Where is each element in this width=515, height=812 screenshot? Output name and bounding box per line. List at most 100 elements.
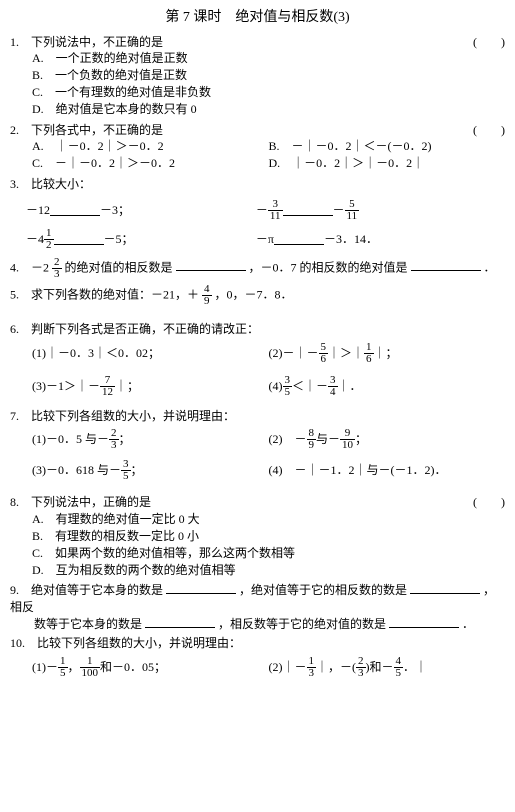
question-6: 6. 判断下列各式是否正确，不正确的请改正： (1)｜－0．3｜＜0．02； (…	[10, 321, 505, 398]
question-5: 5. 求下列各数的绝对值：－21，＋ 49 ，0，－7．8．	[10, 284, 505, 307]
frac-4-5: 45	[394, 656, 404, 679]
q2-opt-c: C. －｜－0．2｜＞－0．2	[32, 155, 269, 172]
q7-s1r: ；	[119, 431, 131, 448]
q8-opt-c: C. 如果两个数的绝对值相等，那么这两个数相等	[10, 545, 505, 562]
q8-opt-b: B. 有理数的相反数一定比 0 小	[10, 528, 505, 545]
question-4: 4. －2 23 的绝对值的相反数是 ，－0．7 的相反数的绝对值是 ．	[10, 257, 505, 280]
q7-s4: (4) －｜－1．2｜与－(－1．2)．	[269, 459, 506, 482]
q1-stem: 1. 下列说法中，不正确的是	[10, 34, 163, 51]
q3-r2a-r: －5；	[104, 231, 134, 248]
frac-8-9: 89	[307, 428, 317, 451]
page-title: 第 7 课时 绝对值与相反数(3)	[10, 8, 505, 28]
q4-p4: ．	[484, 260, 496, 274]
q7-stem: 7. 比较下列各组数的大小，并说明理由：	[10, 408, 505, 425]
question-2: 2. 下列各式中，不正确的是 ( ) A. ｜－0．2｜＞－0．2 B. －｜－…	[10, 122, 505, 172]
q1-opt-a: A. 一个正数的绝对值是正数	[10, 50, 505, 67]
q3-r2b-r: －3．14．	[324, 231, 378, 248]
q10-s2r: ．｜	[403, 659, 427, 676]
q7-s3l: (3)－0．618 与－	[32, 462, 121, 479]
q7-s2m: 与－	[316, 431, 340, 448]
blank	[50, 204, 100, 216]
q3-r2b-l: －π	[256, 231, 274, 248]
q10-s2l: (2)｜－	[269, 659, 307, 676]
q7-s2r: ；	[355, 431, 367, 448]
q1-opt-c: C. 一个有理数的绝对值是非负数	[10, 84, 505, 101]
frac-2-3b: 23	[109, 428, 119, 451]
q6-s4m: ＜｜－	[292, 378, 328, 395]
q3-r1b-l: －	[256, 202, 268, 219]
frac-3-11: 311	[268, 199, 283, 222]
q10-s2m: ｜，－(	[316, 659, 356, 676]
question-7: 7. 比较下列各组数的大小，并说明理由： (1)－0．5 与－ 23 ； (2)…	[10, 408, 505, 483]
blank	[274, 233, 324, 245]
q9-p5: ，相反数等于它的绝对值的数是	[218, 617, 386, 631]
q9-p2: ，绝对值等于它的相反数的数是	[239, 583, 407, 597]
question-1: 1. 下列说法中，不正确的是 ( ) A. 一个正数的绝对值是正数 B. 一个负…	[10, 34, 505, 118]
frac-1-100: 1100	[80, 656, 101, 679]
q6-s2l: (2)－｜－	[269, 345, 319, 362]
frac-7-12: 712	[100, 375, 115, 398]
frac-3-5b: 35	[121, 459, 131, 482]
frac-1-3: 13	[307, 656, 317, 679]
question-9: 9. 绝对值等于它本身的数是 ，绝对值等于它的相反数的数是 ，相反 数等于它本身…	[10, 582, 505, 632]
frac-2-3c: 23	[356, 656, 366, 679]
question-8: 8. 下列说法中，正确的是 ( ) A. 有理数的绝对值一定比 0 大 B. 有…	[10, 494, 505, 578]
blank	[166, 582, 236, 594]
q6-s2r: ｜；	[374, 345, 398, 362]
frac-5-11: 511	[345, 199, 360, 222]
q6-s4r: ｜．	[338, 378, 362, 395]
q8-opt-d: D. 互为相反数的两个数的绝对值相等	[10, 562, 505, 579]
question-3: 3. 比较大小： －12 －3； － 311 － 511 －4 12 －5； －…	[10, 176, 505, 251]
frac-5-6: 56	[319, 342, 329, 365]
q1-opt-d: D. 绝对值是它本身的数只有 0	[10, 101, 505, 118]
q2-opt-d: D. ｜－0．2｜＞｜－0．2｜	[269, 155, 506, 172]
q3-r1a-l: －12	[26, 202, 50, 219]
q3-r1b-r: －	[333, 202, 345, 219]
q6-s3r: ｜；	[115, 378, 139, 395]
blank	[410, 582, 480, 594]
q10-s1m: ，	[68, 659, 80, 676]
q8-opt-a: A. 有理数的绝对值一定比 0 大	[10, 511, 505, 528]
q9-p1: 9. 绝对值等于它本身的数是	[10, 583, 163, 597]
q7-s1l: (1)－0．5 与－	[32, 431, 109, 448]
frac-1-6: 16	[364, 342, 374, 365]
q5-p1: 5. 求下列各数的绝对值：－21，＋	[10, 287, 199, 301]
frac-3-4: 34	[328, 375, 338, 398]
q2-opt-a: A. ｜－0．2｜＞－0．2	[32, 138, 269, 155]
question-10: 10. 比较下列各组数的大小，并说明理由： (1)－ 15 ， 1100 和－0…	[10, 635, 505, 679]
q10-s1n: 和－0．05；	[100, 659, 166, 676]
frac-9-10: 910	[340, 428, 355, 451]
q8-paren: ( )	[473, 494, 505, 511]
frac-4-9: 49	[202, 284, 212, 307]
q10-s2n: )和－	[366, 659, 394, 676]
q6-stem: 6. 判断下列各式是否正确，不正确的请改正：	[10, 321, 505, 338]
q2-paren: ( )	[473, 122, 505, 139]
q1-paren: ( )	[473, 34, 505, 51]
blank	[176, 259, 246, 271]
q10-stem: 10. 比较下列各组数的大小，并说明理由：	[10, 635, 505, 652]
q7-s3r: ；	[131, 462, 143, 479]
q3-stem: 3. 比较大小：	[10, 176, 505, 193]
q4-p2: 的绝对值的相反数是	[65, 260, 173, 274]
q8-stem: 8. 下列说法中，正确的是	[10, 494, 151, 511]
q1-opt-b: B. 一个负数的绝对值是正数	[10, 67, 505, 84]
frac-1-5: 15	[58, 656, 68, 679]
q5-p2: ，0，－7．8．	[215, 287, 293, 301]
q9-p6: ．	[462, 617, 474, 631]
q3-r2a-l: －4	[26, 231, 44, 248]
q6-s3l: (3)－1＞｜－	[32, 378, 100, 395]
q10-s1l: (1)－	[32, 659, 58, 676]
q2-stem: 2. 下列各式中，不正确的是	[10, 122, 163, 139]
q6-s4l: (4)	[269, 378, 283, 395]
q6-s2m: ｜＞｜	[328, 345, 364, 362]
q4-p3: ，－0．7 的相反数的绝对值是	[249, 260, 408, 274]
q3-r1a-r: －3；	[100, 202, 130, 219]
frac-3-5: 35	[283, 375, 293, 398]
q4-p1: 4. －2	[10, 260, 49, 274]
blank	[411, 259, 481, 271]
frac-1-2: 12	[44, 228, 54, 251]
q6-s1: (1)｜－0．3｜＜0．02；	[32, 342, 269, 365]
blank	[389, 616, 459, 628]
q9-p4: 数等于它本身的数是	[10, 617, 142, 631]
frac-2-3: 23	[52, 257, 62, 280]
